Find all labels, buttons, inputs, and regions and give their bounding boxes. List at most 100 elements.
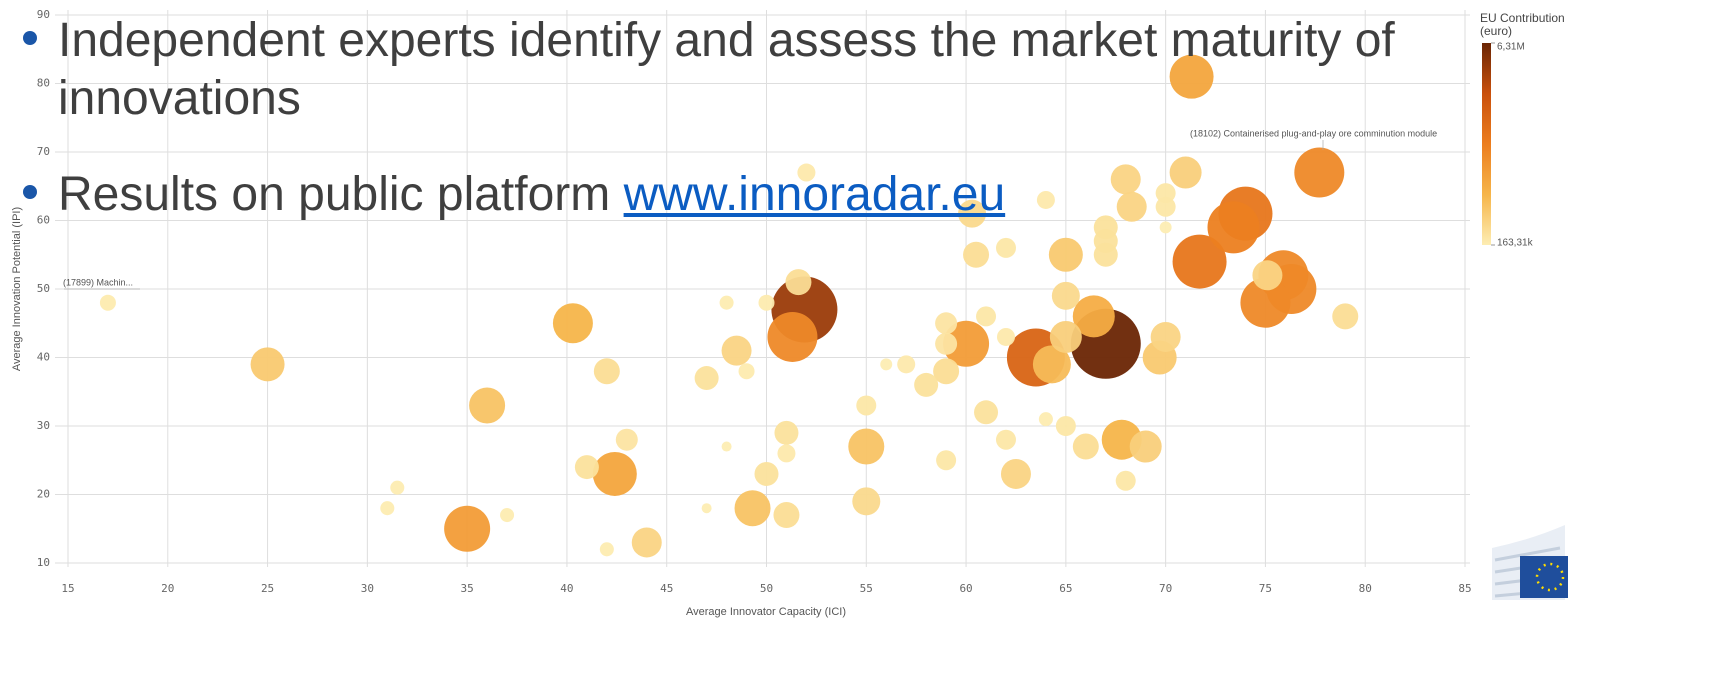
bubble — [880, 358, 893, 371]
bubble — [694, 366, 719, 391]
grid: 15 20 25 30 35 40 45 50 55 60 65 70 75 80 85 10 20 30 40 50… — [37, 8, 1472, 595]
bubble — [1207, 201, 1260, 254]
bullet-dot — [23, 185, 37, 199]
bubble — [856, 395, 877, 416]
bubble — [935, 332, 958, 355]
bubble — [1072, 295, 1115, 338]
x-tick-label: 65 — [1059, 582, 1072, 595]
annotation: (18102) Containerised plug-and-play ore … — [1190, 128, 1437, 138]
bubble — [738, 363, 755, 380]
bubble — [500, 508, 515, 523]
bubble — [1159, 221, 1172, 234]
bubble — [1038, 412, 1053, 427]
colorbar — [1482, 43, 1491, 245]
y-tick-label: 50 — [37, 282, 50, 295]
bubble — [1240, 277, 1291, 328]
bullet-list: Independent experts identify and assess … — [58, 12, 1403, 224]
bubble — [777, 444, 796, 463]
bubble — [773, 502, 800, 529]
bubble — [1169, 54, 1214, 99]
bubble — [897, 355, 916, 374]
y-axis-title: Average Innovation Potential (IPI) — [11, 207, 23, 371]
bubble — [99, 294, 116, 311]
bubble — [797, 163, 816, 182]
bubble — [1172, 234, 1227, 289]
bubble — [754, 461, 779, 486]
bubble — [615, 428, 638, 451]
y-tick-label: 20 — [37, 488, 50, 501]
bubble — [1036, 190, 1055, 209]
bullet-dot — [23, 31, 37, 45]
bubble — [1093, 242, 1118, 267]
bubble — [1294, 147, 1345, 198]
bubble — [1048, 237, 1083, 272]
bubble — [380, 501, 395, 516]
bubble — [933, 358, 960, 385]
bullet: Results on public platform — [58, 168, 624, 221]
bubble — [767, 311, 818, 362]
bubble — [1169, 156, 1202, 189]
bullet-with-link: Results on public platform www.innoradar… — [58, 166, 1403, 224]
bubble — [701, 503, 712, 514]
x-tick-label: 80 — [1359, 582, 1372, 595]
bubble — [390, 480, 405, 495]
x-tick-label: 50 — [760, 582, 773, 595]
bubble — [1155, 183, 1176, 204]
y-tick-label: 10 — [37, 556, 50, 569]
bubble — [592, 451, 637, 496]
bubble — [1115, 470, 1136, 491]
x-tick-label: 85 — [1458, 582, 1471, 595]
x-tick-label: 20 — [161, 582, 174, 595]
colorbar-tick-label: 6,31M — [1497, 42, 1525, 53]
bubble — [469, 387, 506, 424]
x-tick-label: 40 — [560, 582, 573, 595]
annotation: (17899) Machin... — [63, 277, 133, 287]
bubble — [774, 420, 799, 445]
bubble — [721, 441, 732, 452]
bubble — [599, 542, 614, 557]
bullet: Independent experts identify and assess … — [58, 14, 1395, 125]
bubble — [1110, 164, 1141, 195]
x-tick-label: 55 — [860, 582, 873, 595]
x-tick-label: 60 — [959, 582, 972, 595]
bubble — [958, 199, 987, 228]
y-tick-label: 90 — [37, 8, 50, 21]
bubble — [552, 303, 593, 344]
eu-stars — [1535, 562, 1565, 592]
bubble — [976, 306, 997, 327]
bubble — [848, 428, 885, 465]
link[interactable]: www.innoradar.eu — [623, 168, 1006, 221]
legend-title: EU Contribution (euro) — [1480, 11, 1565, 38]
bubble — [1252, 260, 1283, 291]
bubble — [995, 237, 1016, 258]
x-tick-label: 30 — [361, 582, 374, 595]
bubble — [734, 490, 771, 527]
x-tick-label: 35 — [461, 582, 474, 595]
bubble — [1032, 345, 1071, 384]
bubble — [631, 527, 662, 558]
x-axis-title: Average Innovator Capacity (ICI) — [686, 606, 846, 618]
bubble — [943, 320, 990, 367]
bubble — [721, 335, 752, 366]
eu-logo — [1492, 525, 1568, 600]
bubble — [1072, 433, 1099, 460]
bubble — [1116, 191, 1147, 222]
bubble — [995, 429, 1016, 450]
bubble — [1055, 416, 1076, 436]
bubble — [1051, 281, 1080, 310]
bubble — [1129, 430, 1162, 463]
bubble — [758, 294, 775, 311]
bubble — [593, 358, 620, 385]
bubble — [1049, 320, 1082, 353]
x-tick-label: 25 — [261, 582, 274, 595]
x-tick-label: 70 — [1159, 582, 1172, 595]
bubble — [935, 312, 958, 335]
bubble — [996, 327, 1015, 346]
bubble — [444, 505, 491, 552]
y-tick-label: 70 — [37, 145, 50, 158]
bubble — [785, 269, 812, 296]
bubble — [574, 455, 599, 480]
eu-flag — [1520, 556, 1568, 598]
